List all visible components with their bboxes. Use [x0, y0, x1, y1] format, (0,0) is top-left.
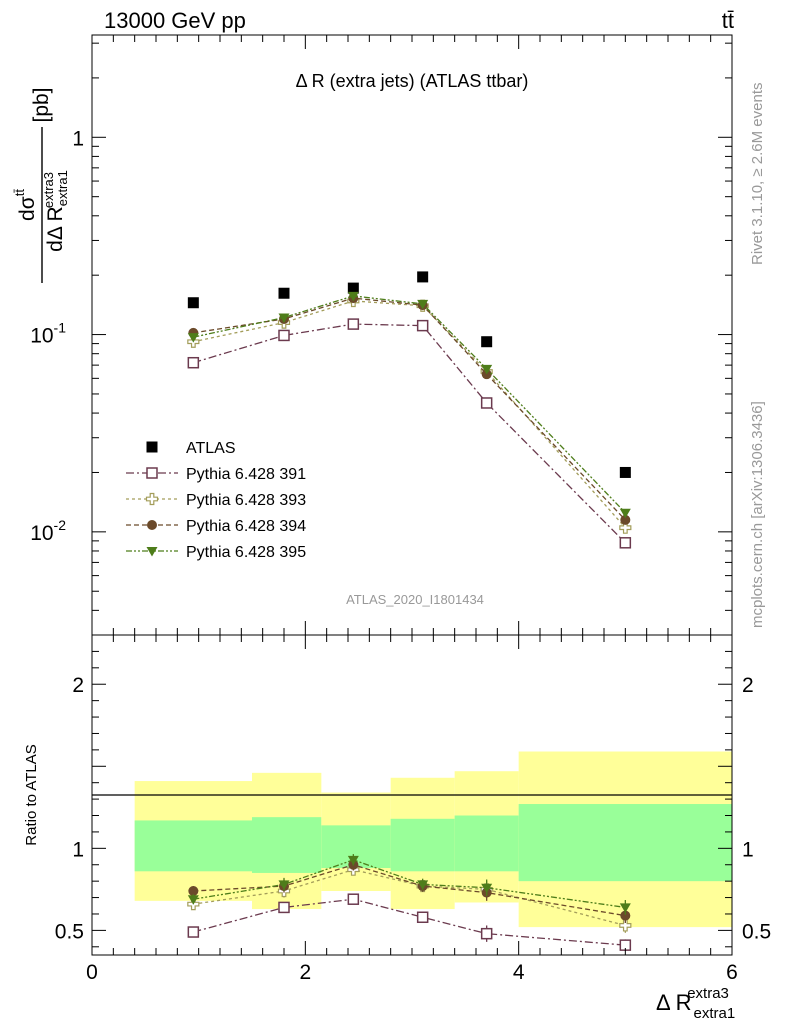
- legend-item-py393: Pythia 6.428 393: [126, 492, 306, 509]
- ratio-point-py395: [278, 880, 290, 890]
- data-point-py395: [481, 364, 493, 375]
- series-py391: [187, 318, 632, 549]
- main-y-tick-label: 10-2: [30, 517, 66, 545]
- svg-text:dΔ Rextra1extra3: dΔ Rextra1extra3: [41, 170, 70, 252]
- legend-label-py395: Pythia 6.428 395: [186, 544, 306, 561]
- header-process-label: tt̄: [722, 8, 734, 33]
- data-point-py395: [278, 313, 290, 324]
- ratio-y-tick-label-right: 2: [742, 674, 754, 697]
- ratio-point-py391: [416, 911, 429, 924]
- ratio-band-inner: [518, 804, 732, 882]
- ratio-series-py391: [187, 893, 632, 951]
- ratio-series-py395: [187, 854, 631, 915]
- ratio-y-tick-label-left: 1: [72, 838, 84, 861]
- rivet-version-label: Rivet 3.1.10, ≥ 2.6M events: [749, 83, 766, 266]
- ratio-point-py395: [481, 883, 493, 894]
- ratio-point-py395: [347, 855, 359, 866]
- data-point-py395: [187, 333, 199, 343]
- data-point-py391: [347, 318, 360, 330]
- ratio-line-py391: [193, 898, 626, 946]
- ratio-point-py391: [480, 927, 493, 940]
- svg-text:Δ Rextra1extra3: Δ Rextra1extra3: [656, 985, 735, 1022]
- ratio-point-py395: [187, 895, 199, 905]
- legend-item-py395: Pythia 6.428 395: [126, 544, 306, 561]
- ratio-band-inner: [454, 815, 519, 872]
- ratio-point-py394: [620, 910, 631, 921]
- series-atlas: [187, 271, 631, 478]
- data-point-atlas: [347, 282, 359, 294]
- series-line-py395: [193, 295, 626, 514]
- legend-item-py394: Pythia 6.428 394: [126, 518, 306, 535]
- series-py394: [188, 293, 631, 525]
- data-point-py394: [620, 514, 631, 525]
- ratio-y-tick-label-left: 0.5: [55, 920, 84, 943]
- legend-label-py394: Pythia 6.428 394: [186, 518, 306, 535]
- legend-marker-py391: [146, 467, 158, 479]
- data-point-atlas: [417, 271, 429, 283]
- ratio-line-py395: [193, 859, 626, 909]
- data-point-py395: [619, 508, 631, 519]
- x-tick-label: 4: [513, 961, 525, 984]
- legend-label-atlas: ATLAS: [186, 440, 236, 457]
- ratio-y-tick-label-right: 1: [742, 838, 754, 861]
- data-point-py391: [278, 329, 290, 342]
- ratio-y-axis-label: Ratio to ATLAS: [23, 744, 40, 845]
- legend: ATLAS Pythia 6.428 391 Pythia 6.428 393 Pyt…: [126, 440, 306, 561]
- data-point-py395: [347, 291, 359, 302]
- ratio-point-py394: [188, 886, 199, 896]
- ratio-band-inner: [252, 817, 322, 873]
- ratio-y-tick-label-left: 2: [72, 674, 84, 697]
- ratio-point-py391: [187, 926, 200, 938]
- svg-text:[pb]: [pb]: [30, 87, 53, 122]
- x-tick-label: 2: [299, 961, 311, 984]
- legend-marker-py395: [146, 547, 158, 557]
- legend-item-atlas: ATLAS: [146, 440, 236, 457]
- main-y-tick-label: 1: [72, 127, 84, 150]
- main-y-axis-label: dσtt̄ dΔ Rextra1extra3 [pb]: [12, 87, 70, 283]
- data-point-py391: [187, 356, 200, 369]
- ratio-y-tick-label-right: 0.5: [742, 920, 771, 943]
- ratio-line-py393: [193, 868, 626, 927]
- header-collision-label: 13000 GeV pp: [104, 8, 246, 33]
- ratio-point-py391: [347, 893, 360, 905]
- series-py395: [187, 291, 631, 519]
- legend-item-py391: Pythia 6.428 391: [126, 466, 306, 483]
- legend-marker-py393: [145, 492, 159, 506]
- data-point-py395: [417, 299, 429, 310]
- data-point-atlas: [187, 297, 199, 309]
- ratio-band-inner: [390, 818, 455, 872]
- ratio-band-inner: [134, 820, 252, 872]
- data-point-atlas: [619, 466, 631, 478]
- ratio-point-py391: [278, 901, 290, 914]
- legend-marker-py394: [147, 520, 157, 530]
- series-line-py391: [193, 323, 626, 544]
- legend-marker-atlas: [146, 441, 158, 453]
- main-y-tick-label: 10-1: [30, 320, 66, 348]
- mcplots-label: mcplots.cern.ch [arXiv:1306.3436]: [749, 401, 766, 628]
- plot-title: Δ R (extra jets) (ATLAS ttbar): [296, 71, 529, 91]
- data-point-py393: [619, 521, 632, 534]
- x-tick-label: 0: [86, 961, 98, 984]
- data-point-py391: [480, 397, 493, 409]
- data-point-atlas: [278, 287, 290, 299]
- ratio-point-py395: [417, 880, 429, 890]
- data-point-atlas: [481, 336, 493, 348]
- ratio-point-py393: [619, 919, 632, 932]
- analysis-watermark: ATLAS_2020_I1801434: [346, 592, 484, 607]
- legend-label-py393: Pythia 6.428 393: [186, 492, 306, 509]
- data-point-py391: [619, 537, 632, 549]
- ratio-plot-panel: 0 2 4 60.5 0.51 12 2 Ratio to ATLAS: [23, 634, 771, 984]
- data-point-py391: [416, 319, 429, 332]
- main-plot-panel: 1 10-1 10-2 Δ R (extra jets) (ATLAS ttbar)…: [12, 34, 733, 636]
- series-line-py394: [193, 297, 626, 521]
- legend-label-py391: Pythia 6.428 391: [186, 466, 306, 483]
- x-tick-label: 6: [726, 961, 738, 984]
- svg-text:dσtt̄: dσtt̄: [12, 189, 39, 221]
- ratio-point-py395: [619, 903, 631, 913]
